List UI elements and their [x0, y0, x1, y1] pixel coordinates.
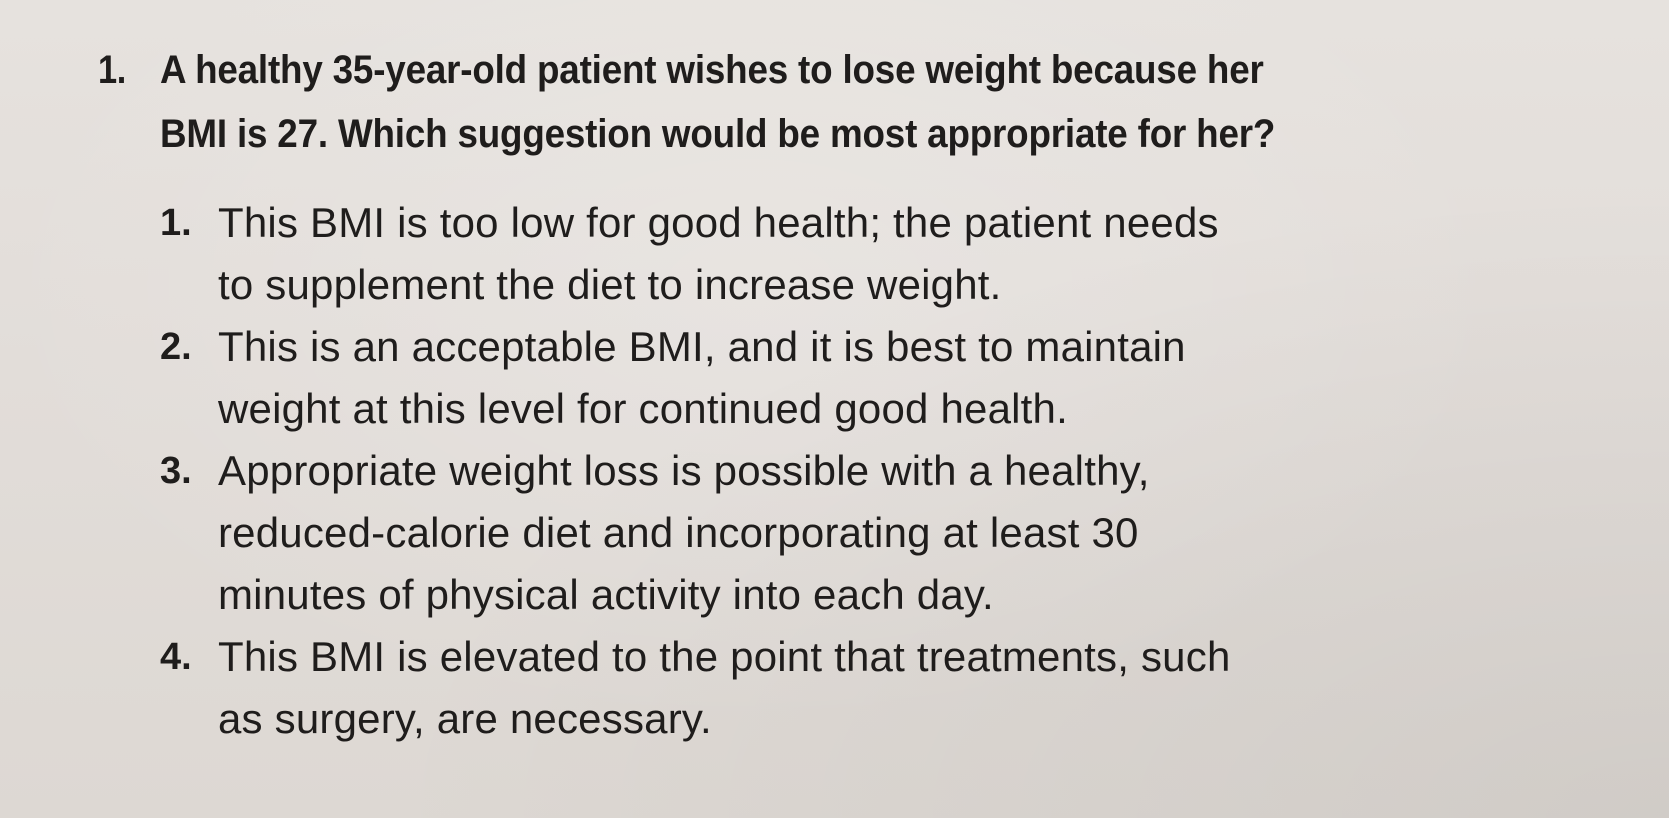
option-number: 4.	[160, 636, 192, 678]
option-text: Appropriate weight loss is possible with…	[218, 440, 1150, 626]
option-text-line: This BMI is elevated to the point that t…	[218, 633, 1231, 680]
option-text: This BMI is elevated to the point that t…	[218, 626, 1231, 750]
answer-option-2: 2. This is an acceptable BMI, and it is …	[160, 316, 1420, 440]
option-text: This is an acceptable BMI, and it is bes…	[218, 316, 1186, 440]
question-text-line: BMI is 27. Which suggestion would be mos…	[160, 112, 1276, 156]
question-block: 1. A healthy 35-year-old patient wishes …	[98, 38, 1518, 750]
answer-options-list: 1. This BMI is too low for good health; …	[160, 192, 1420, 750]
option-text-line: to supplement the diet to increase weigh…	[218, 261, 1002, 308]
option-text-line: This is an acceptable BMI, and it is bes…	[218, 323, 1186, 370]
option-text-line: reduced-calorie diet and incorporating a…	[218, 509, 1139, 556]
question-text-line: A healthy 35-year-old patient wishes to …	[160, 48, 1264, 92]
option-text-line: weight at this level for continued good …	[218, 385, 1068, 432]
answer-option-4: 4. This BMI is elevated to the point tha…	[160, 626, 1420, 750]
answer-option-1: 1. This BMI is too low for good health; …	[160, 192, 1420, 316]
option-text-line: as surgery, are necessary.	[218, 695, 712, 742]
option-text-line: Appropriate weight loss is possible with…	[218, 447, 1150, 494]
answer-option-3: 3. Appropriate weight loss is possible w…	[160, 440, 1420, 626]
option-text: This BMI is too low for good health; the…	[218, 192, 1219, 316]
option-text-line: This BMI is too low for good health; the…	[218, 199, 1219, 246]
option-number: 3.	[160, 450, 192, 492]
question-text: A healthy 35-year-old patient wishes to …	[160, 38, 1510, 166]
question-stem: 1. A healthy 35-year-old patient wishes …	[98, 38, 1518, 166]
option-number: 1.	[160, 202, 192, 244]
question-number: 1.	[98, 48, 126, 92]
option-text-line: minutes of physical activity into each d…	[218, 571, 994, 618]
option-number: 2.	[160, 326, 192, 368]
